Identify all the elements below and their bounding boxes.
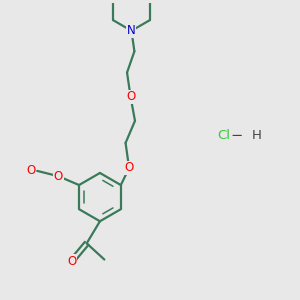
- Text: O: O: [67, 254, 76, 268]
- Text: Cl: Cl: [218, 129, 231, 142]
- Text: O: O: [124, 161, 134, 175]
- Text: N: N: [127, 24, 136, 37]
- Text: −: −: [231, 128, 243, 143]
- Text: O: O: [26, 164, 36, 177]
- Text: O: O: [54, 170, 63, 183]
- Text: H: H: [252, 129, 262, 142]
- Text: O: O: [126, 90, 135, 103]
